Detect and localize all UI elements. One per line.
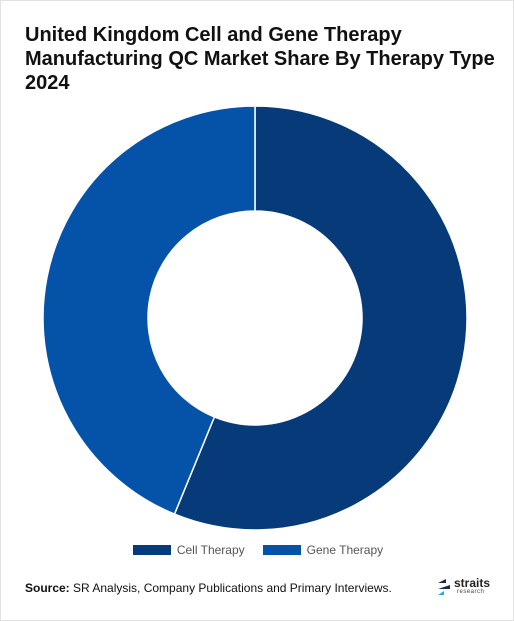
legend-label: Gene Therapy xyxy=(306,543,384,557)
donut-slice-cell-therapy xyxy=(173,105,468,531)
legend-swatch xyxy=(262,545,301,555)
logo-mark-icon xyxy=(438,579,450,595)
legend-item-gene-therapy: Gene Therapy xyxy=(262,543,384,557)
source-note: Source: SR Analysis, Company Publication… xyxy=(25,581,392,595)
logo-subtext: research xyxy=(457,589,485,595)
legend-label: Cell Therapy xyxy=(176,543,245,557)
donut-slice-gene-therapy xyxy=(42,105,256,516)
logo-word: straits xyxy=(454,576,491,590)
legend-item-cell-therapy: Cell Therapy xyxy=(132,543,245,557)
source-label: Source: xyxy=(25,581,70,595)
donut-chart xyxy=(42,105,468,531)
chart-legend: Cell Therapy Gene Therapy xyxy=(1,541,514,559)
straits-research-logo: straits research xyxy=(437,575,497,601)
chart-title: United Kingdom Cell and Gene Therapy Man… xyxy=(25,24,495,94)
legend-swatch xyxy=(132,545,171,555)
source-text: SR Analysis, Company Publications and Pr… xyxy=(69,581,392,595)
